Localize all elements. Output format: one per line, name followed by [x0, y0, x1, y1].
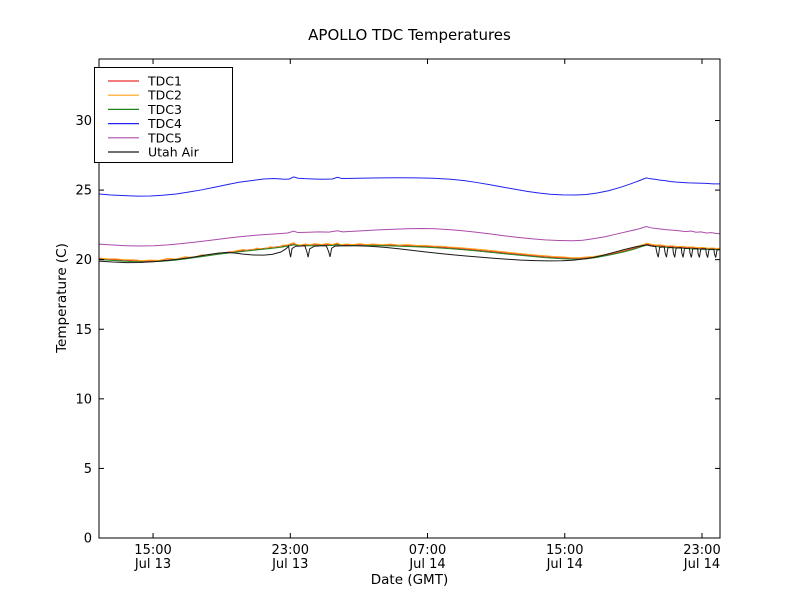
y-tick-label: 10 [75, 392, 92, 407]
x-tick-label-date: Jul 14 [408, 557, 445, 572]
y-tick-label: 15 [75, 323, 92, 338]
x-tick-label-time: 23:00 [272, 543, 309, 558]
y-axis-label: Temperature (C) [54, 243, 70, 353]
series-line-tdc4 [99, 176, 720, 197]
x-tick-label-time: 23:00 [683, 543, 720, 558]
x-tick-label-time: 15:00 [546, 543, 583, 558]
legend-label-tdc4: TDC4 [147, 116, 182, 131]
x-tick-label-date: Jul 13 [271, 557, 308, 572]
legend-label-tdc3: TDC3 [147, 102, 182, 117]
y-tick-label: 25 [75, 184, 92, 199]
y-tick-label: 5 [84, 462, 92, 477]
legend-label-tdc2: TDC2 [147, 88, 182, 103]
x-tick-label-date: Jul 13 [134, 557, 171, 572]
legend-label-tdc5: TDC5 [147, 130, 182, 145]
axes-frame [98, 58, 721, 539]
x-axis-label: Date (GMT) [370, 572, 449, 588]
legend-box [94, 67, 233, 163]
series-line-tdc5 [99, 226, 720, 247]
series-line-tdc3 [99, 244, 720, 263]
y-tick-label: 30 [75, 114, 92, 129]
chart-title: APOLLO TDC Temperatures [308, 26, 511, 44]
x-tick-label-time: 15:00 [134, 543, 171, 558]
x-tick-label-time: 07:00 [409, 543, 446, 558]
x-tick-label-date: Jul 14 [546, 557, 583, 572]
y-tick-label: 0 [84, 532, 92, 547]
series-line-utah-air [99, 244, 720, 264]
legend-label-tdc1: TDC1 [147, 74, 182, 89]
legend-label-utah-air: Utah Air [148, 145, 200, 160]
y-tick-label: 20 [75, 253, 92, 268]
x-tick-label-date: Jul 14 [683, 557, 720, 572]
